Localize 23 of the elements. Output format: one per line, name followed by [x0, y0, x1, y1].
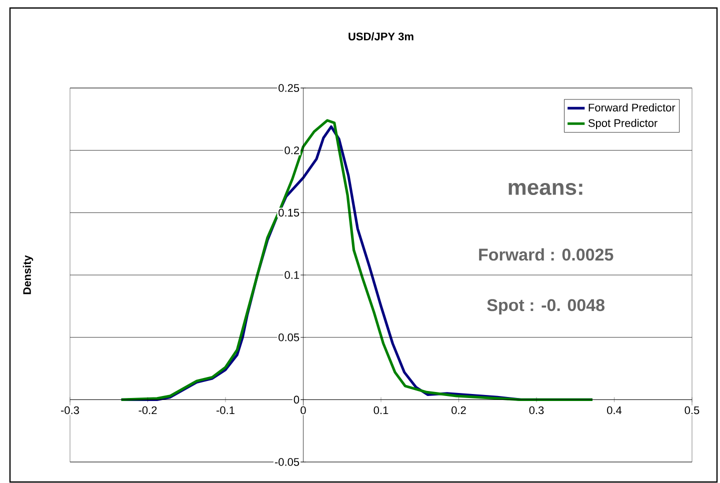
chart-title: USD/JPY 3m — [348, 32, 414, 40]
legend-label: Forward Predictor — [588, 103, 676, 112]
x-tick-label: 0.2 — [452, 406, 466, 414]
y-tick-label: -0.05 — [274, 458, 300, 466]
x-tick-label: -0.2 — [138, 406, 157, 414]
y-tick-label: 0 — [294, 396, 300, 404]
x-tick-label: 0 — [300, 406, 306, 414]
x-tick-label: -0.1 — [216, 406, 234, 414]
y-tick-label: 0.05 — [278, 333, 300, 342]
y-tick-label: 0.15 — [278, 208, 300, 217]
y-tick-label: 0.25 — [278, 84, 300, 92]
y-tick-label: 0.2 — [284, 146, 300, 154]
y-axis-title: Density — [22, 255, 34, 294]
x-tick-label: -0.3 — [61, 406, 79, 414]
y-tick-label: 0.1 — [284, 271, 300, 279]
x-tick-label: 0.1 — [374, 406, 388, 414]
x-tick-label: 0.3 — [529, 406, 544, 414]
annotation: Spot : -0. 0048 — [487, 299, 605, 314]
legend-label: Spot Predictor — [588, 118, 658, 130]
annotation: Forward : 0.0025 — [479, 248, 614, 261]
annotation: means: — [508, 182, 582, 196]
x-tick-label: 0.4 — [607, 406, 622, 414]
x-tick-label: 0.5 — [684, 406, 700, 414]
